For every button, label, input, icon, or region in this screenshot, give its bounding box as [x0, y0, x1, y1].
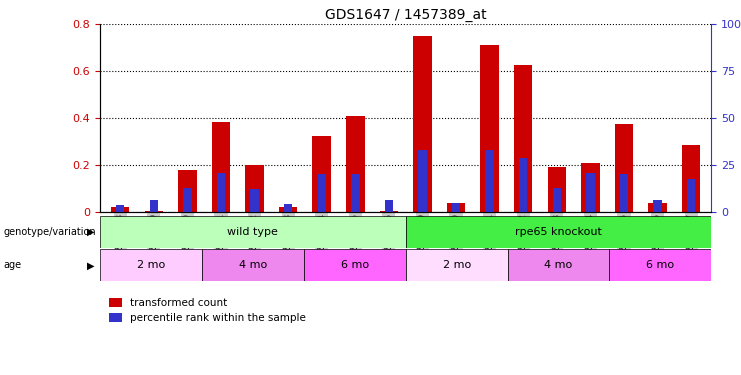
Bar: [116, 206, 124, 212]
Bar: [447, 202, 465, 212]
Bar: [586, 172, 594, 212]
Bar: [514, 65, 533, 212]
Bar: [548, 167, 566, 212]
Bar: [519, 158, 528, 212]
Bar: [615, 124, 634, 212]
Bar: [581, 163, 599, 212]
Bar: [687, 179, 695, 212]
Bar: [346, 116, 365, 212]
Text: ▶: ▶: [87, 260, 95, 270]
Bar: [212, 122, 230, 212]
Bar: [413, 36, 432, 212]
Bar: [100, 249, 202, 281]
Bar: [279, 207, 297, 212]
Bar: [245, 165, 264, 212]
Bar: [406, 249, 508, 281]
Bar: [313, 136, 331, 212]
Bar: [418, 150, 427, 212]
Text: wild type: wild type: [227, 226, 279, 237]
Bar: [619, 174, 628, 212]
Bar: [250, 189, 259, 212]
Bar: [183, 188, 192, 212]
Text: rpe65 knockout: rpe65 knockout: [515, 226, 602, 237]
Bar: [385, 200, 393, 212]
Bar: [351, 174, 359, 212]
Bar: [406, 216, 711, 248]
Bar: [654, 200, 662, 212]
Text: 4 mo: 4 mo: [239, 260, 267, 270]
Bar: [144, 211, 163, 212]
Bar: [217, 172, 225, 212]
Text: 6 mo: 6 mo: [341, 260, 369, 270]
Bar: [202, 249, 304, 281]
Bar: [379, 211, 398, 212]
Text: 2 mo: 2 mo: [442, 260, 471, 270]
Bar: [682, 145, 700, 212]
Bar: [318, 174, 326, 212]
Text: 4 mo: 4 mo: [545, 260, 573, 270]
Bar: [553, 188, 561, 212]
Bar: [648, 202, 667, 212]
Bar: [508, 249, 609, 281]
Bar: [304, 249, 406, 281]
Text: 6 mo: 6 mo: [646, 260, 674, 270]
Text: ▶: ▶: [87, 226, 95, 237]
Bar: [111, 207, 130, 212]
Bar: [485, 150, 494, 212]
Bar: [178, 170, 196, 212]
Title: GDS1647 / 1457389_at: GDS1647 / 1457389_at: [325, 8, 487, 22]
Legend: transformed count, percentile rank within the sample: transformed count, percentile rank withi…: [105, 294, 310, 327]
Text: genotype/variation: genotype/variation: [4, 226, 96, 237]
Text: 2 mo: 2 mo: [137, 260, 165, 270]
Bar: [609, 249, 711, 281]
Bar: [452, 203, 460, 212]
Text: age: age: [4, 260, 21, 270]
Bar: [284, 204, 293, 212]
Bar: [480, 45, 499, 212]
Bar: [150, 200, 158, 212]
Bar: [100, 216, 406, 248]
